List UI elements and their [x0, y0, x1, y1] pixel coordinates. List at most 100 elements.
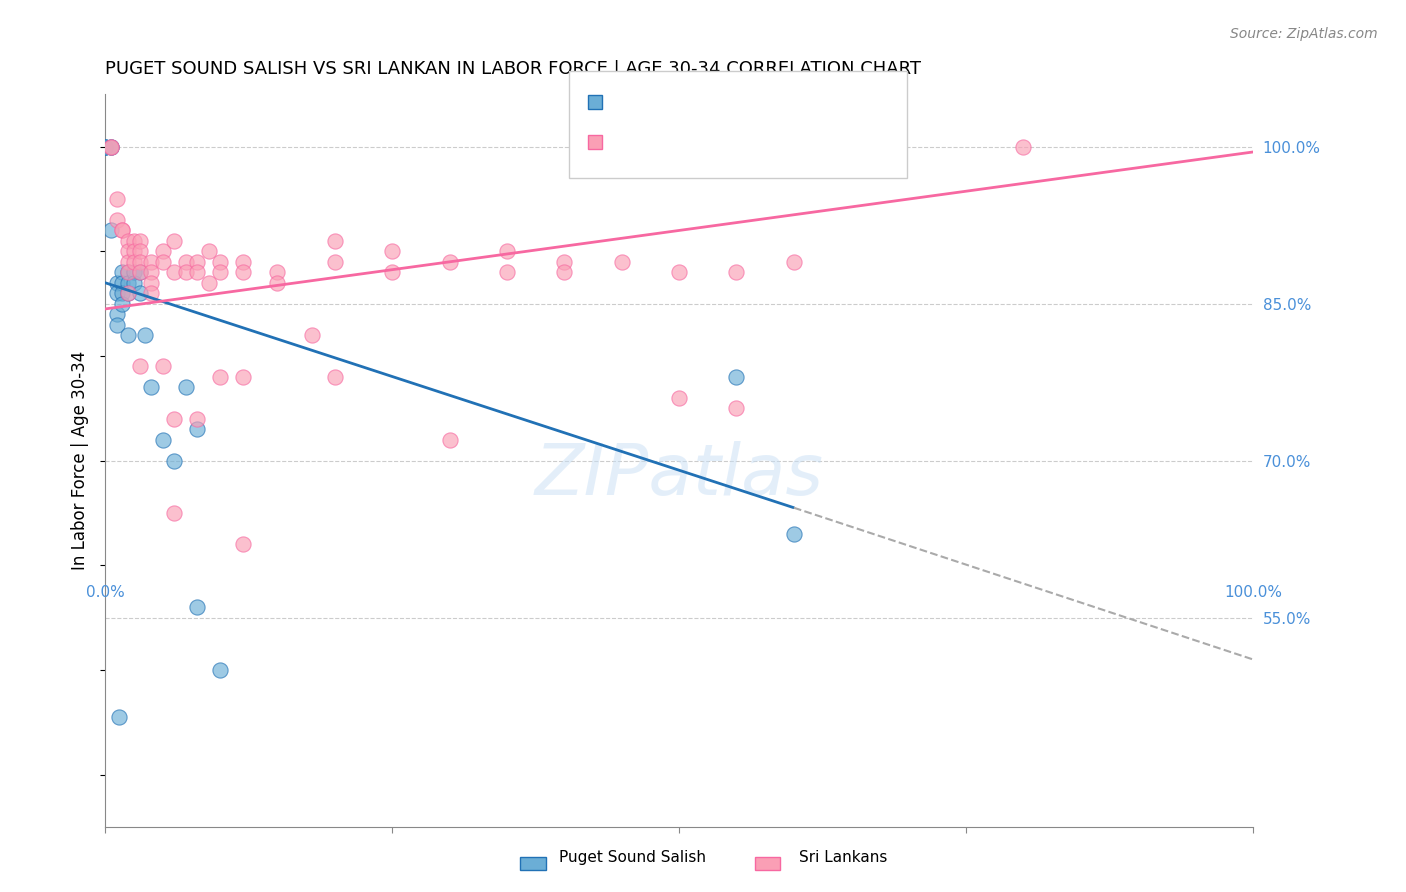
Point	[105, 286, 128, 301]
Point	[610, 255, 633, 269]
Text: 100.0%: 100.0%	[1225, 585, 1282, 600]
Text: 67: 67	[785, 134, 810, 152]
Point	[197, 276, 219, 290]
Point	[496, 265, 519, 279]
Point	[668, 391, 690, 405]
Point	[323, 255, 346, 269]
Point	[111, 223, 134, 237]
Point	[783, 527, 806, 541]
Point	[323, 234, 346, 248]
Point	[186, 411, 208, 425]
Point	[139, 276, 162, 290]
Point	[174, 255, 197, 269]
Point	[122, 265, 145, 279]
Point	[105, 192, 128, 206]
Point	[323, 370, 346, 384]
Text: 25: 25	[785, 94, 810, 112]
Point	[139, 265, 162, 279]
Point	[122, 276, 145, 290]
Point	[186, 422, 208, 436]
Point	[186, 600, 208, 615]
Point	[117, 244, 139, 259]
Point	[128, 244, 150, 259]
Point	[128, 265, 150, 279]
Point	[122, 255, 145, 269]
Text: ZIPatlas: ZIPatlas	[534, 441, 824, 510]
Point	[128, 234, 150, 248]
Point	[152, 433, 174, 447]
Point	[266, 265, 288, 279]
Text: Puget Sound Salish: Puget Sound Salish	[560, 850, 706, 865]
Point	[117, 286, 139, 301]
Point	[1012, 140, 1035, 154]
Point	[232, 537, 254, 551]
Point	[208, 255, 231, 269]
Point	[94, 140, 117, 154]
Point	[496, 244, 519, 259]
Point	[139, 380, 162, 394]
Point	[174, 380, 197, 394]
Point	[117, 234, 139, 248]
Point	[100, 140, 122, 154]
Point	[117, 286, 139, 301]
Point	[117, 276, 139, 290]
Point	[105, 318, 128, 332]
Point	[100, 140, 122, 154]
Text: Source: ZipAtlas.com: Source: ZipAtlas.com	[1230, 27, 1378, 41]
Point	[725, 370, 748, 384]
Point	[208, 370, 231, 384]
Point	[122, 234, 145, 248]
Point	[163, 265, 186, 279]
Text: PUGET SOUND SALISH VS SRI LANKAN IN LABOR FORCE | AGE 30-34 CORRELATION CHART: PUGET SOUND SALISH VS SRI LANKAN IN LABO…	[105, 60, 921, 78]
Text: R =: R =	[605, 94, 641, 112]
Point	[100, 140, 122, 154]
Point	[174, 265, 197, 279]
Point	[439, 255, 461, 269]
Text: R =: R =	[605, 134, 641, 152]
Point	[100, 140, 122, 154]
Point	[163, 411, 186, 425]
Point	[117, 328, 139, 343]
Point	[163, 506, 186, 520]
Point	[94, 140, 117, 154]
Point	[94, 140, 117, 154]
Text: N =: N =	[731, 94, 768, 112]
Point	[111, 296, 134, 310]
Point	[105, 276, 128, 290]
Point	[152, 255, 174, 269]
Text: N =: N =	[731, 134, 768, 152]
Text: -0.283: -0.283	[661, 94, 725, 112]
Point	[111, 223, 134, 237]
Point	[128, 359, 150, 374]
Point	[128, 286, 150, 301]
Point	[232, 255, 254, 269]
Point	[139, 255, 162, 269]
Point	[266, 276, 288, 290]
Point	[128, 265, 150, 279]
Point	[108, 710, 131, 724]
Point	[783, 255, 806, 269]
Point	[105, 307, 128, 321]
Point	[232, 370, 254, 384]
Y-axis label: In Labor Force | Age 30-34: In Labor Force | Age 30-34	[72, 351, 89, 570]
Point	[186, 265, 208, 279]
Point	[152, 244, 174, 259]
Point	[111, 265, 134, 279]
Point	[105, 213, 128, 227]
Point	[163, 234, 186, 248]
Point	[553, 265, 575, 279]
Point	[197, 244, 219, 259]
Point	[128, 255, 150, 269]
Text: 0.259: 0.259	[661, 134, 717, 152]
Point	[163, 453, 186, 467]
Point	[111, 286, 134, 301]
Point	[301, 328, 323, 343]
Point	[381, 244, 404, 259]
Text: Sri Lankans: Sri Lankans	[800, 850, 887, 865]
Point	[122, 244, 145, 259]
Point	[134, 328, 156, 343]
Point	[186, 255, 208, 269]
Point	[725, 265, 748, 279]
Point	[381, 265, 404, 279]
Point	[152, 359, 174, 374]
